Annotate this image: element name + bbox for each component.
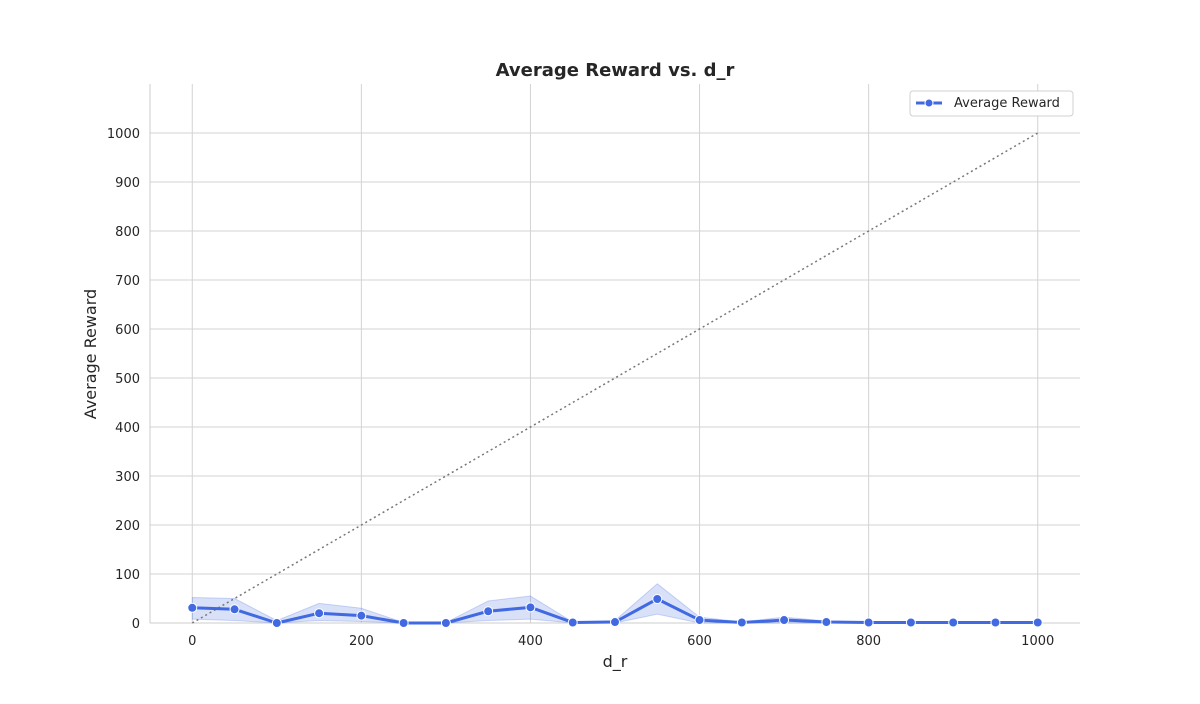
x-axis-ticks: 0 200 400 600 800 1000 — [188, 634, 1054, 649]
x-tick-label: 1000 — [1021, 634, 1054, 649]
legend: Average Reward — [909, 90, 1074, 117]
data-point — [905, 617, 916, 628]
y-tick-label: 100 — [115, 568, 140, 583]
y-tick-label: 300 — [115, 470, 140, 485]
data-point — [229, 604, 240, 615]
x-tick-label: 0 — [188, 634, 196, 649]
y-tick-label: 0 — [132, 617, 140, 632]
x-axis-label: d_r — [603, 652, 628, 672]
data-point — [187, 602, 198, 613]
legend-label: Average Reward — [954, 96, 1060, 111]
data-point — [483, 606, 494, 617]
data-point — [525, 602, 536, 613]
data-point — [990, 617, 1001, 628]
axes — [149, 84, 1080, 624]
data-point — [863, 617, 874, 628]
data-point — [948, 617, 959, 628]
y-tick-label: 200 — [115, 519, 140, 534]
data-point — [314, 608, 325, 619]
y-tick-label: 700 — [115, 274, 140, 289]
legend-box — [909, 90, 1074, 117]
y-tick-label: 800 — [115, 225, 140, 240]
series-layer — [187, 593, 1043, 628]
data-point — [567, 617, 578, 628]
y-tick-label: 500 — [115, 372, 140, 387]
y-tick-label: 1000 — [107, 127, 140, 142]
data-point — [779, 615, 790, 626]
y-tick-label: 600 — [115, 323, 140, 338]
data-point — [440, 618, 451, 628]
grid — [150, 84, 1080, 624]
data-point — [356, 610, 367, 621]
data-point — [694, 615, 705, 626]
x-tick-label: 600 — [687, 634, 712, 649]
data-point — [610, 617, 620, 628]
data-point — [1032, 617, 1043, 628]
data-point — [652, 593, 663, 604]
chart-title: Average Reward vs. d_r — [496, 60, 735, 81]
x-tick-label: 800 — [856, 634, 881, 649]
data-point — [271, 618, 282, 628]
data-point — [821, 617, 832, 628]
y-tick-label: 400 — [115, 421, 140, 436]
y-axis-label: Average Reward — [81, 289, 100, 419]
data-point — [398, 618, 409, 628]
x-tick-label: 200 — [349, 634, 374, 649]
legend-marker-swatch — [924, 98, 934, 108]
y-axis-ticks: 0 100 200 300 400 500 600 700 800 900 1000 — [107, 127, 140, 632]
data-point — [736, 617, 747, 628]
x-tick-label: 400 — [518, 634, 543, 649]
y-tick-label: 900 — [115, 176, 140, 191]
